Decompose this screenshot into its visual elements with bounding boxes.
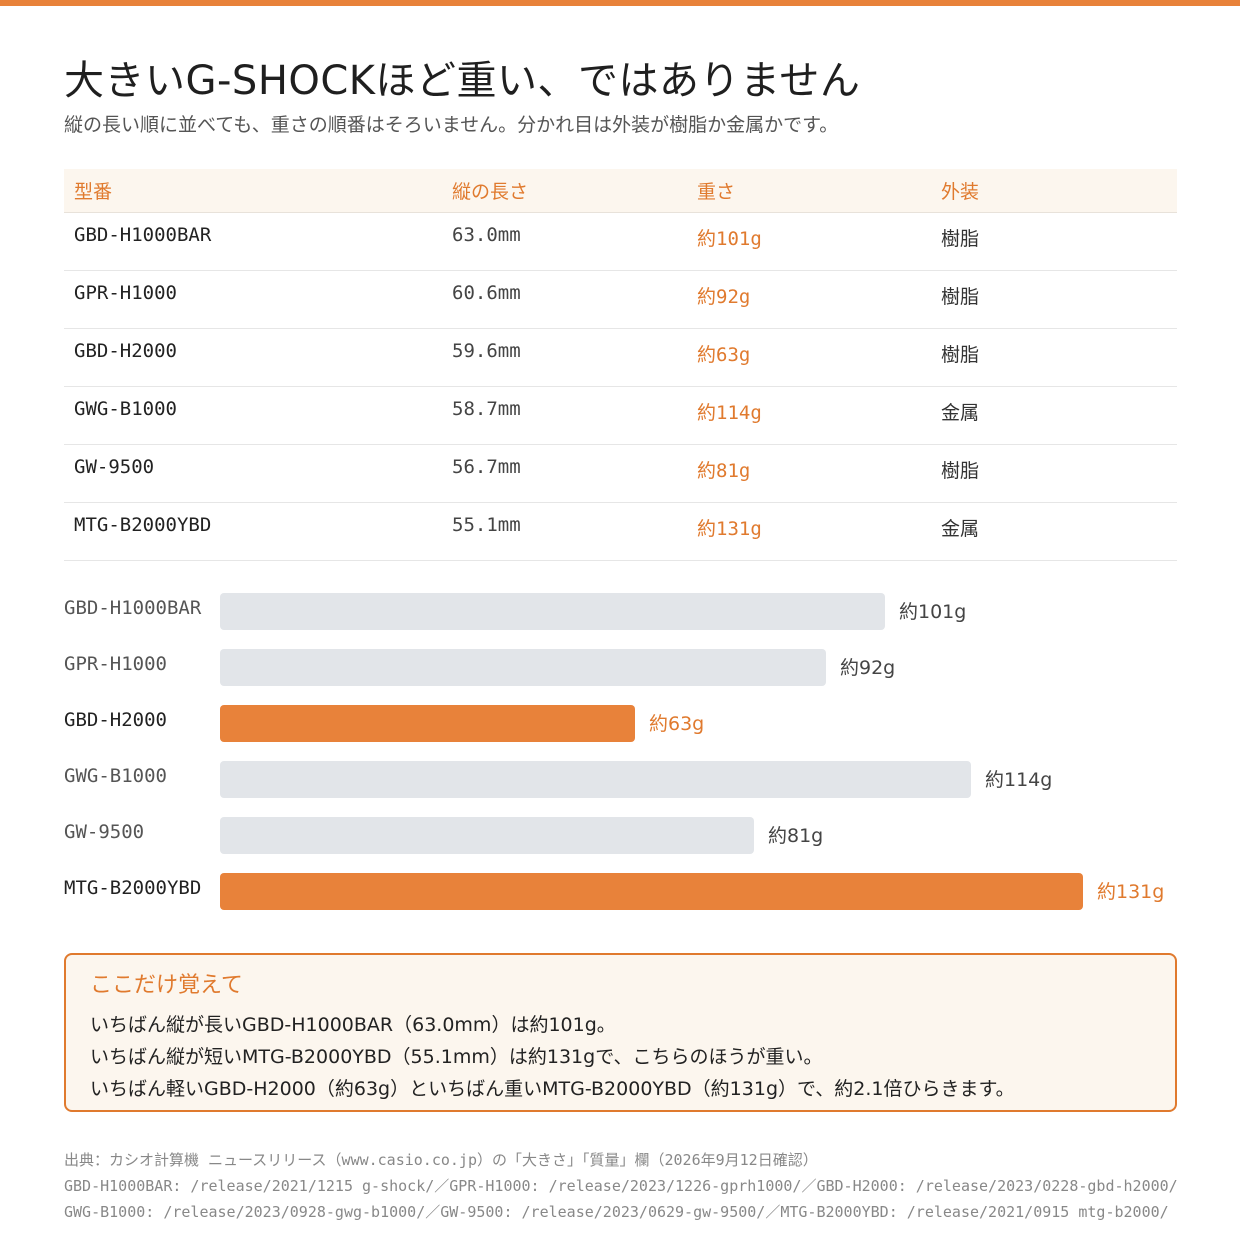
bar-category-label: MTG-B2000YBD (64, 877, 202, 899)
cell-length: 63.0mm (442, 212, 687, 271)
key-takeaway-line: いちばん軽いGBD-H2000（約63g）といちばん重いMTG-B2000YBD… (90, 1078, 1015, 1100)
cell-model: GBD-H1000BAR (64, 212, 442, 271)
column-header-material: 外装 (931, 169, 1177, 213)
bar-row: GWG-B1000 約114g (64, 761, 1177, 798)
bar-category-label: GPR-H1000 (64, 653, 167, 675)
key-takeaway-line: いちばん縦が短いMTG-B2000YBD（55.1mm）は約131gで、こちらの… (90, 1046, 823, 1068)
table-row: GW-9500 56.7mm 約81g 樹脂 (64, 444, 1177, 503)
cell-length: 60.6mm (442, 270, 687, 329)
cell-length: 56.7mm (442, 444, 687, 503)
bar-row: GW-9500 約81g (64, 817, 1177, 854)
source-citation: 出典：カシオ計算機 ニュースリリース（www.casio.co.jp）の「大きさ… (64, 1151, 818, 1169)
bar-category-label: GBD-H1000BAR (64, 597, 202, 619)
bar-value-label: 約63g (649, 713, 705, 735)
bar-value-label: 約131g (1097, 881, 1165, 903)
cell-material: 樹脂 (931, 212, 1177, 271)
bar-value-label: 約114g (985, 769, 1053, 791)
table-header-row: 型番 縦の長さ 重さ 外装 (64, 169, 1177, 213)
cell-material: 樹脂 (931, 444, 1177, 503)
cell-material: 金属 (931, 502, 1177, 561)
weight-bar (220, 593, 885, 630)
bar-category-label: GBD-H2000 (64, 709, 167, 731)
cell-length: 58.7mm (442, 386, 687, 445)
cell-length: 55.1mm (442, 502, 687, 561)
source-url-line: GWG-B1000: /release/2023/0928-gwg-b1000/… (64, 1203, 1169, 1221)
table-row: GPR-H1000 60.6mm 約92g 樹脂 (64, 270, 1177, 329)
top-accent-bar (0, 0, 1240, 6)
cell-model: GWG-B1000 (64, 386, 442, 445)
source-url-line: GBD-H1000BAR: /release/2021/1215 g-shock… (64, 1177, 1178, 1195)
page-title: 大きいG-SHOCKほど重い、ではありません (64, 58, 861, 104)
bar-row: GBD-H1000BAR 約101g (64, 593, 1177, 630)
bar-category-label: GWG-B1000 (64, 765, 167, 787)
cell-weight: 約101g (687, 212, 931, 271)
cell-weight: 約63g (687, 328, 931, 387)
weight-bar (220, 649, 826, 686)
bar-row: GPR-H1000 約92g (64, 649, 1177, 686)
page-subtitle: 縦の長い順に並べても、重さの順番はそろいません。分かれ目は外装が樹脂か金属かです… (64, 114, 839, 136)
cell-model: GBD-H2000 (64, 328, 442, 387)
table-row: MTG-B2000YBD 55.1mm 約131g 金属 (64, 502, 1177, 561)
bar-value-label: 約81g (768, 825, 824, 847)
weight-bar (220, 817, 754, 854)
bar-value-label: 約101g (899, 601, 967, 623)
cell-material: 金属 (931, 386, 1177, 445)
cell-material: 樹脂 (931, 270, 1177, 329)
cell-weight: 約92g (687, 270, 931, 329)
column-header-model: 型番 (64, 169, 442, 213)
cell-model: GPR-H1000 (64, 270, 442, 329)
key-takeaways-title: ここだけ覚えて (90, 973, 243, 998)
cell-weight: 約81g (687, 444, 931, 503)
table-row: GBD-H2000 59.6mm 約63g 樹脂 (64, 328, 1177, 387)
cell-weight: 約114g (687, 386, 931, 445)
weight-bar (220, 705, 635, 742)
table-row: GBD-H1000BAR 63.0mm 約101g 樹脂 (64, 212, 1177, 271)
column-header-weight: 重さ (687, 169, 931, 213)
bar-category-label: GW-9500 (64, 821, 145, 843)
table-row: GWG-B1000 58.7mm 約114g 金属 (64, 386, 1177, 445)
cell-length: 59.6mm (442, 328, 687, 387)
key-takeaway-line: いちばん縦が長いGBD-H1000BAR（63.0mm）は約101g。 (90, 1014, 616, 1036)
weight-bar (220, 761, 971, 798)
bar-row: MTG-B2000YBD 約131g (64, 873, 1177, 910)
bar-value-label: 約92g (840, 657, 896, 679)
cell-material: 樹脂 (931, 328, 1177, 387)
cell-weight: 約131g (687, 502, 931, 561)
cell-model: GW-9500 (64, 444, 442, 503)
weight-bar (220, 873, 1083, 910)
column-header-length: 縦の長さ (442, 169, 687, 213)
spec-table: 型番 縦の長さ 重さ 外装 GBD-H1000BAR 63.0mm 約101g … (64, 169, 1177, 561)
cell-model: MTG-B2000YBD (64, 502, 442, 561)
bar-row: GBD-H2000 約63g (64, 705, 1177, 742)
key-takeaways-box: ここだけ覚えて いちばん縦が長いGBD-H1000BAR（63.0mm）は約10… (64, 953, 1177, 1112)
